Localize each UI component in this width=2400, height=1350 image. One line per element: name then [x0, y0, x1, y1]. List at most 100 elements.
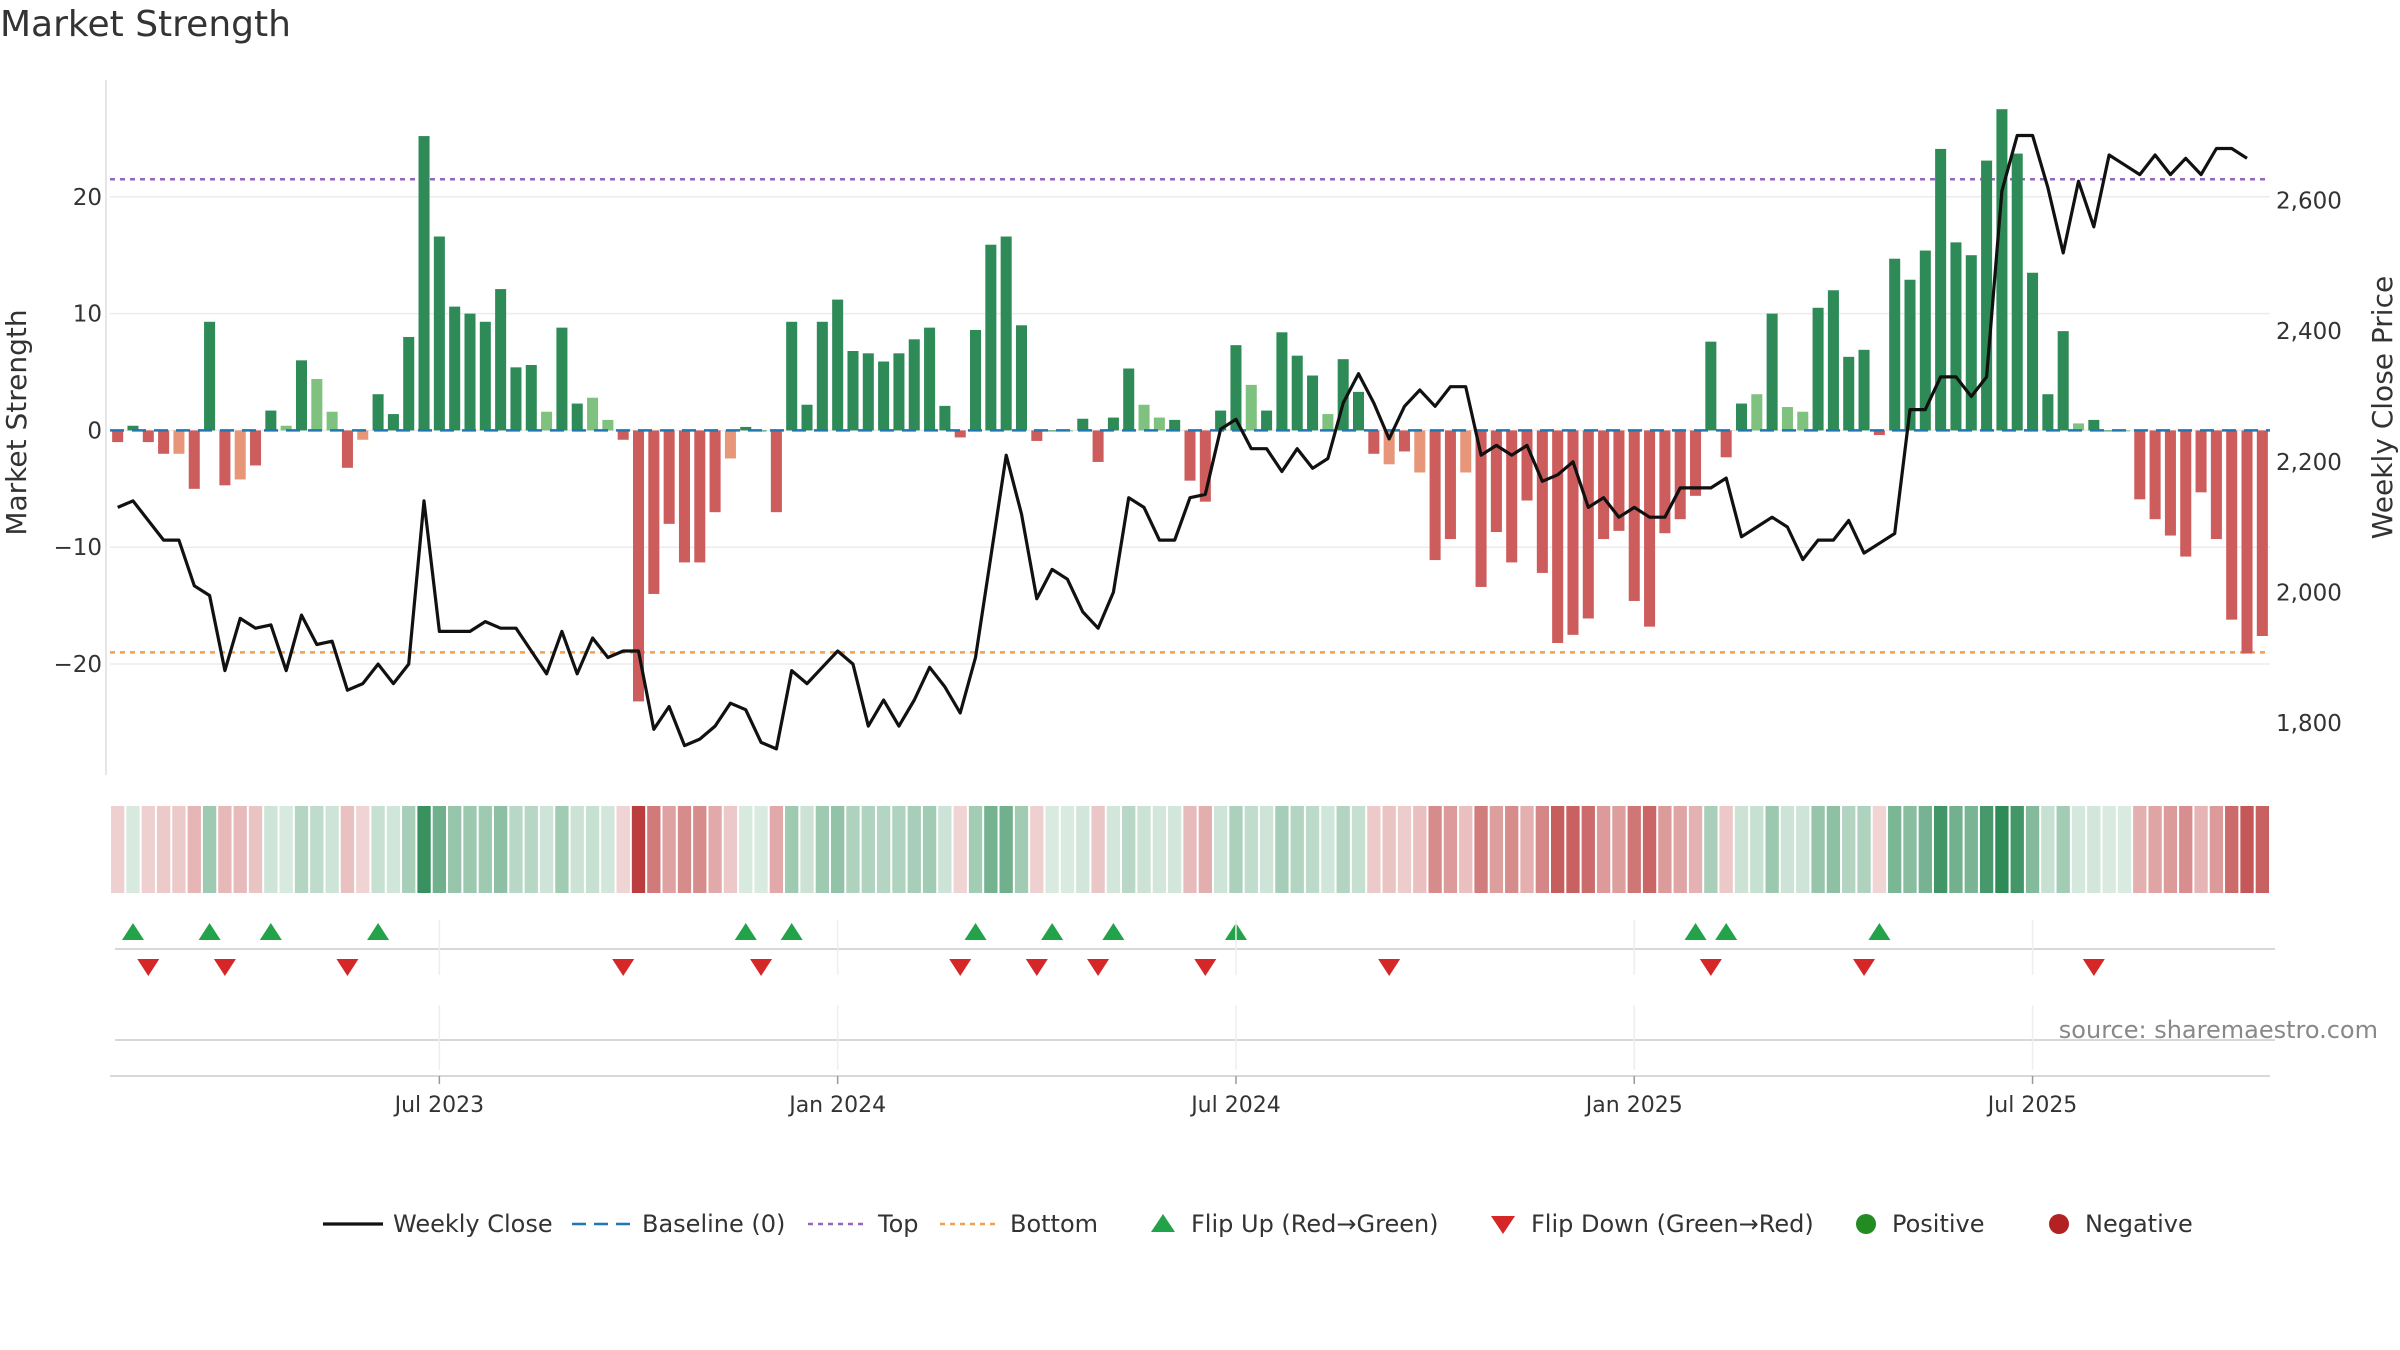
- strength-bar: [280, 425, 292, 431]
- heat-cell: [570, 806, 584, 893]
- heat-strip: [111, 806, 2269, 893]
- heat-cell: [1642, 806, 1657, 893]
- strength-bar: [311, 379, 323, 431]
- heat-cell: [1826, 806, 1841, 893]
- strength-bar: [1628, 430, 1640, 601]
- strength-bar: [142, 430, 154, 443]
- reference-lines: [110, 178, 2270, 654]
- heat-cell: [785, 806, 799, 893]
- strength-bar: [1092, 430, 1104, 462]
- strength-bar: [908, 339, 920, 431]
- heat-cell: [2010, 806, 2024, 893]
- strength-bar: [1046, 430, 1058, 432]
- heat-cell: [1796, 806, 1810, 893]
- flip-up-marker: [734, 923, 757, 940]
- heat-cell: [1765, 806, 1779, 893]
- heat-cell: [555, 806, 569, 893]
- strength-bar: [295, 360, 308, 431]
- axes: 20 10 0 −10 −20 2,600 2,400 2,200 2,000 1,800 Mark…: [0, 80, 2399, 775]
- legend-item: Weekly Close: [323, 1210, 553, 1238]
- y-tick-label: −20: [53, 652, 102, 678]
- strength-bar: [219, 430, 231, 486]
- heat-cell: [1259, 806, 1274, 893]
- heat-cell: [831, 806, 845, 893]
- heat-cell: [876, 806, 891, 893]
- heat-cell: [141, 806, 155, 893]
- heat-cell: [310, 806, 324, 893]
- strength-bar: [2134, 430, 2146, 500]
- strength-bar: [1307, 375, 1319, 431]
- strength-bar: [1904, 279, 1916, 431]
- strength-bar: [1199, 430, 1211, 502]
- flip-down-marker: [1194, 959, 1217, 976]
- heat-cell: [233, 806, 247, 893]
- strength-bar: [770, 430, 782, 513]
- strength-bar: [1690, 430, 1702, 496]
- strength-bar: [801, 404, 813, 431]
- heat-cell: [1367, 806, 1381, 893]
- heat-cell: [371, 806, 385, 893]
- legend-item: Negative: [2049, 1210, 2193, 1238]
- strength-bar: [1123, 368, 1135, 431]
- x-tick-label: Jan 2024: [787, 1093, 886, 1118]
- strength-bar: [1797, 411, 1809, 431]
- strength-bar: [1215, 410, 1227, 431]
- strength-bar: [127, 425, 139, 431]
- strength-bar: [1843, 356, 1855, 431]
- heat-cell: [1581, 806, 1595, 893]
- heat-cell: [1658, 806, 1672, 893]
- heat-cell: [2255, 806, 2269, 893]
- strength-bar: [1429, 430, 1441, 561]
- flip-up-marker: [198, 923, 221, 940]
- strength-bar: [709, 430, 721, 513]
- legend-swatch-flip-up: [1151, 1214, 1175, 1232]
- heat-cell: [739, 806, 753, 893]
- heat-cell: [2087, 806, 2101, 893]
- strength-bar: [1965, 255, 1977, 431]
- strength-bar: [1153, 417, 1165, 431]
- heat-cell: [1397, 806, 1412, 893]
- heat-cell: [1505, 806, 1519, 893]
- strength-bar: [816, 321, 828, 431]
- heat-cell: [2025, 806, 2040, 893]
- heat-cell: [585, 806, 600, 893]
- flip-up-marker: [964, 923, 987, 940]
- strength-bar: [2088, 419, 2100, 431]
- heat-cell: [156, 806, 171, 893]
- heat-cell: [1673, 806, 1687, 893]
- heat-cell: [984, 806, 998, 893]
- legend-item: Top: [808, 1210, 919, 1238]
- strength-bar: [602, 419, 614, 431]
- flip-up-marker: [780, 923, 803, 940]
- strength-bar: [326, 411, 338, 431]
- heat-cell: [279, 806, 293, 893]
- heat-cell: [800, 806, 814, 893]
- flip-down-marker: [2082, 959, 2105, 976]
- strength-bar: [832, 299, 844, 431]
- flip-up-marker: [1102, 923, 1125, 940]
- strength-bar: [1077, 418, 1089, 431]
- heat-cell: [294, 806, 309, 893]
- heat-cell: [218, 806, 232, 893]
- heat-cell: [417, 806, 431, 893]
- strength-bar: [1506, 430, 1518, 563]
- heat-cell: [769, 806, 784, 893]
- strength-bar: [1720, 430, 1732, 458]
- heat-cell: [2056, 806, 2070, 893]
- strength-bar: [985, 244, 997, 431]
- heat-cell: [539, 806, 554, 893]
- heat-cell: [1275, 806, 1289, 893]
- strength-bar: [112, 430, 124, 443]
- flip-up-marker: [259, 923, 282, 940]
- heat-cell: [1627, 806, 1641, 893]
- strength-bar: [1138, 404, 1150, 431]
- strength-bar: [1261, 410, 1273, 431]
- flip-up-marker: [1715, 923, 1738, 940]
- legend-item: Positive: [1856, 1210, 1985, 1238]
- strength-bar: [1000, 236, 1012, 431]
- strength-bar: [158, 430, 170, 454]
- heat-cell: [1489, 806, 1504, 893]
- strength-bar: [449, 306, 461, 431]
- heat-cell: [647, 806, 661, 893]
